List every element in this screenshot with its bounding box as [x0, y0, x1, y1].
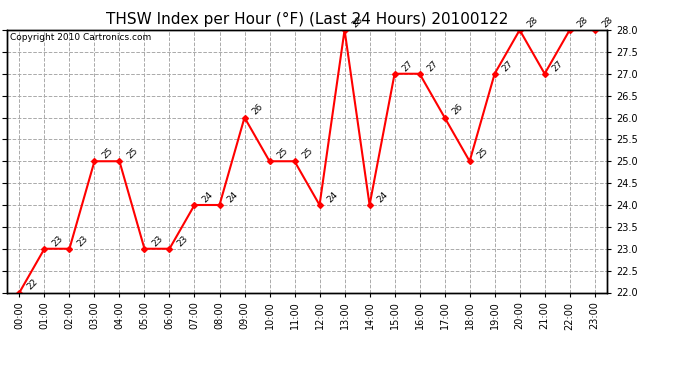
Text: 27: 27	[550, 58, 564, 73]
Text: 27: 27	[400, 58, 415, 73]
Text: 23: 23	[75, 234, 90, 248]
Text: 26: 26	[450, 102, 464, 117]
Text: 25: 25	[100, 146, 115, 160]
Text: 23: 23	[150, 234, 164, 248]
Text: 26: 26	[250, 102, 264, 117]
Text: 24: 24	[225, 190, 239, 204]
Text: 28: 28	[575, 15, 590, 29]
Text: 23: 23	[50, 234, 64, 248]
Text: 25: 25	[125, 146, 139, 160]
Title: THSW Index per Hour (°F) (Last 24 Hours) 20100122: THSW Index per Hour (°F) (Last 24 Hours)…	[106, 12, 509, 27]
Text: 24: 24	[325, 190, 339, 204]
Text: 25: 25	[300, 146, 315, 160]
Text: 22: 22	[25, 278, 39, 292]
Text: 28: 28	[600, 15, 615, 29]
Text: 25: 25	[475, 146, 490, 160]
Text: 28: 28	[525, 15, 540, 29]
Text: 27: 27	[425, 58, 440, 73]
Text: 25: 25	[275, 146, 290, 160]
Text: 27: 27	[500, 58, 515, 73]
Text: Copyright 2010 Cartronics.com: Copyright 2010 Cartronics.com	[10, 33, 151, 42]
Text: 24: 24	[200, 190, 215, 204]
Text: 23: 23	[175, 234, 190, 248]
Text: 24: 24	[375, 190, 389, 204]
Text: 28: 28	[350, 15, 364, 29]
